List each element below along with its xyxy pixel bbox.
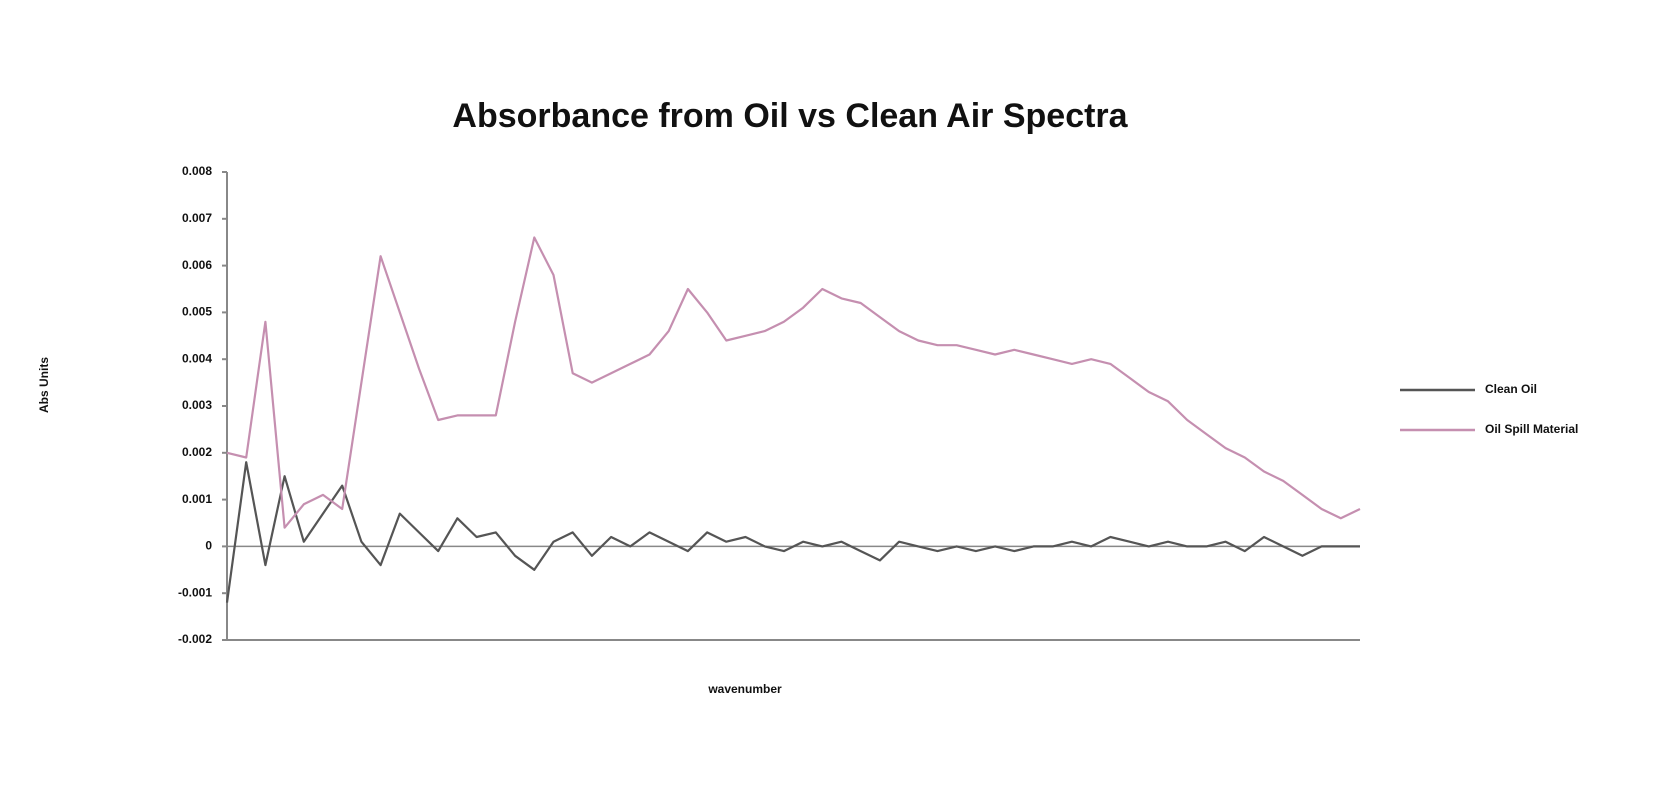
y-tick-label: 0 (205, 539, 212, 553)
y-tick-label: 0.004 (182, 351, 212, 365)
y-axis-label: Abs Units (37, 357, 51, 413)
chart-title: Absorbance from Oil vs Clean Air Spectra (452, 97, 1128, 135)
y-tick-label: 0.008 (182, 164, 212, 178)
y-tick-label: 0.001 (182, 492, 212, 506)
y-tick-label: -0.001 (178, 585, 212, 599)
y-tick-label: 0.002 (182, 445, 212, 459)
y-tick-label: -0.002 (178, 632, 212, 646)
y-tick-label: 0.007 (182, 211, 212, 225)
y-tick-label: 0.005 (182, 305, 212, 319)
x-axis-label: wavenumber (707, 682, 782, 696)
y-tick-label: 0.003 (182, 398, 212, 412)
legend-label: Clean Oil (1485, 382, 1537, 396)
legend-label: Oil Spill Material (1485, 422, 1578, 436)
series-line (226, 236, 1361, 529)
series-line (225, 461, 1360, 603)
y-tick-label: 0.006 (182, 258, 212, 272)
